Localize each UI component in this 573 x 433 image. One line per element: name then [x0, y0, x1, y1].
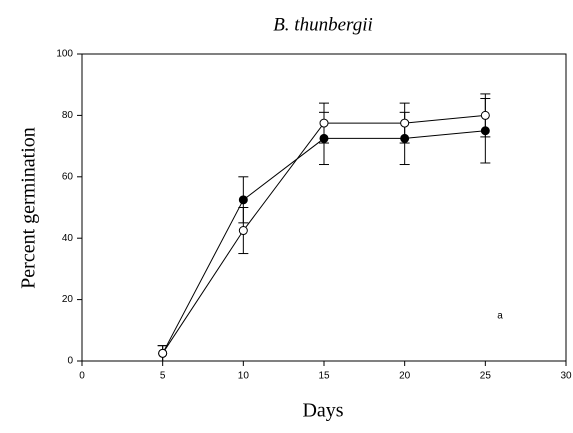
y-tick-label: 20 [62, 294, 74, 305]
x-tick-label: 5 [160, 371, 166, 382]
x-tick-label: 20 [399, 371, 411, 382]
x-tick-label: 30 [560, 371, 572, 382]
y-tick-label: 40 [62, 233, 74, 244]
marker [400, 118, 410, 128]
marker [238, 195, 248, 205]
marker [400, 133, 410, 143]
marker [238, 226, 248, 236]
y-axis-label: Percent germination [18, 127, 40, 289]
marker [319, 133, 329, 143]
x-tick-label: 0 [79, 371, 85, 382]
y-tick-label: 100 [56, 49, 73, 60]
plot-frame [81, 53, 567, 362]
marker [480, 126, 490, 136]
marker [158, 348, 168, 358]
annotation: a [497, 311, 503, 322]
x-tick-label: 15 [318, 371, 330, 382]
marker [319, 118, 329, 128]
y-tick-label: 60 [62, 171, 74, 182]
y-tick-label: 0 [67, 356, 73, 367]
x-axis-label: Days [302, 400, 343, 422]
y-tick-label: 80 [62, 110, 74, 121]
marker [480, 110, 490, 120]
x-tick-label: 25 [480, 371, 492, 382]
x-tick-label: 10 [238, 371, 250, 382]
chart-title: B. thunbergii [273, 14, 373, 35]
